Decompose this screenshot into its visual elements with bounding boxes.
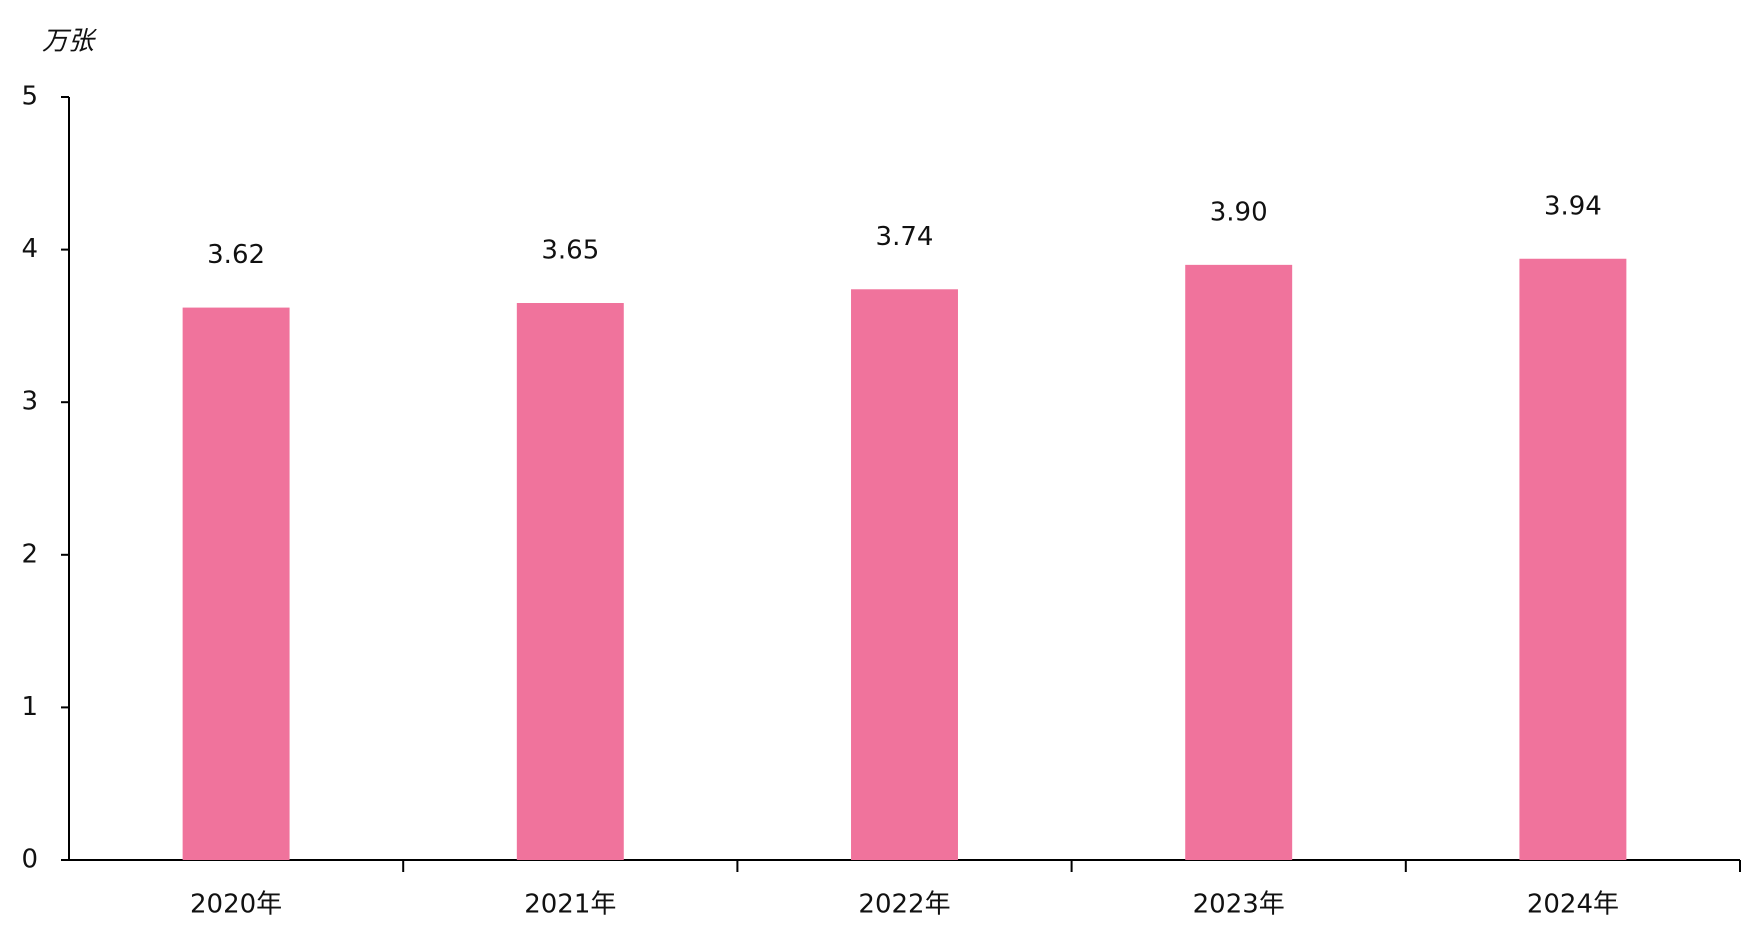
y-tick-label: 1 xyxy=(21,692,38,722)
value-label: 3.62 xyxy=(207,240,265,270)
bar xyxy=(851,289,958,860)
y-tick-label: 5 xyxy=(21,82,38,112)
value-label: 3.65 xyxy=(541,236,599,266)
x-tick-label: 2024年 xyxy=(1527,890,1619,920)
bar xyxy=(1519,258,1627,861)
bar xyxy=(516,303,624,860)
y-tick-label: 2 xyxy=(21,539,38,569)
x-tick-label: 2023年 xyxy=(1193,890,1285,920)
bar xyxy=(1185,264,1293,860)
x-tick-label: 2022年 xyxy=(858,890,950,920)
y-tick-label: 0 xyxy=(21,845,38,875)
value-label: 3.94 xyxy=(1544,191,1602,221)
x-tick-label: 2021年 xyxy=(524,890,616,920)
y-tick-label: 3 xyxy=(21,387,38,417)
value-label: 3.74 xyxy=(876,222,934,252)
value-label: 3.90 xyxy=(1210,197,1268,227)
y-axis-unit: 万张 xyxy=(42,27,97,57)
y-tick-label: 4 xyxy=(21,234,38,264)
bar xyxy=(182,307,290,860)
x-tick-label: 2020年 xyxy=(190,890,282,920)
